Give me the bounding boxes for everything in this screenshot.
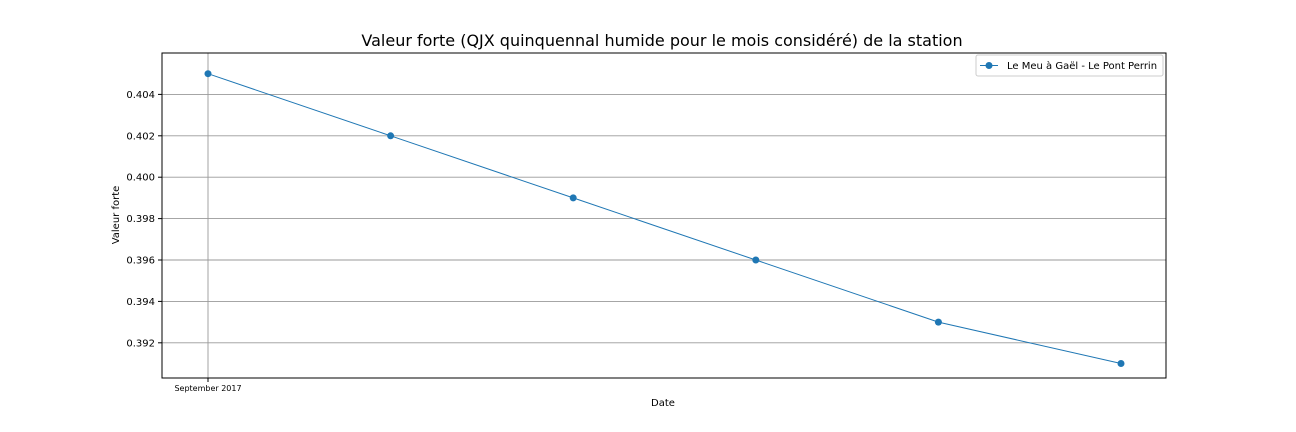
legend-label: Le Meu à Gaël - Le Pont Perrin xyxy=(1007,60,1157,72)
chart-title: Valeur forte (QJX quinquennal humide pou… xyxy=(361,31,962,50)
data-point xyxy=(204,70,212,78)
axes-layer: 0.392 0.394 0.396 0.398 0.400 0.402 0.404 Septe… xyxy=(126,52,1167,393)
data-point xyxy=(934,318,942,326)
y-tick-label: 0.396 xyxy=(126,256,155,267)
data-point xyxy=(387,132,395,140)
plot-frame xyxy=(161,52,1167,379)
y-tick-label: 0.402 xyxy=(126,131,155,142)
data-point xyxy=(569,194,577,202)
series-line xyxy=(207,73,1122,364)
data-point xyxy=(1117,360,1125,368)
y-tick-label: 0.400 xyxy=(126,173,155,184)
grid-layer xyxy=(162,53,1166,378)
data-point xyxy=(752,256,760,264)
x-axis-label: Date xyxy=(651,398,675,409)
y-tick-label: 0.398 xyxy=(126,214,155,225)
y-tick-label: 0.392 xyxy=(126,338,155,349)
series-layer xyxy=(204,70,1125,368)
y-tick-label: 0.394 xyxy=(126,297,155,308)
legend: Le Meu à Gaël - Le Pont Perrin xyxy=(975,54,1164,77)
y-axis-label: Valeur forte xyxy=(111,186,122,245)
x-tick-label: September 2017 xyxy=(174,384,241,393)
legend-box xyxy=(975,54,1164,77)
legend-marker-swatch xyxy=(985,62,993,69)
y-tick-label: 0.404 xyxy=(126,90,155,101)
